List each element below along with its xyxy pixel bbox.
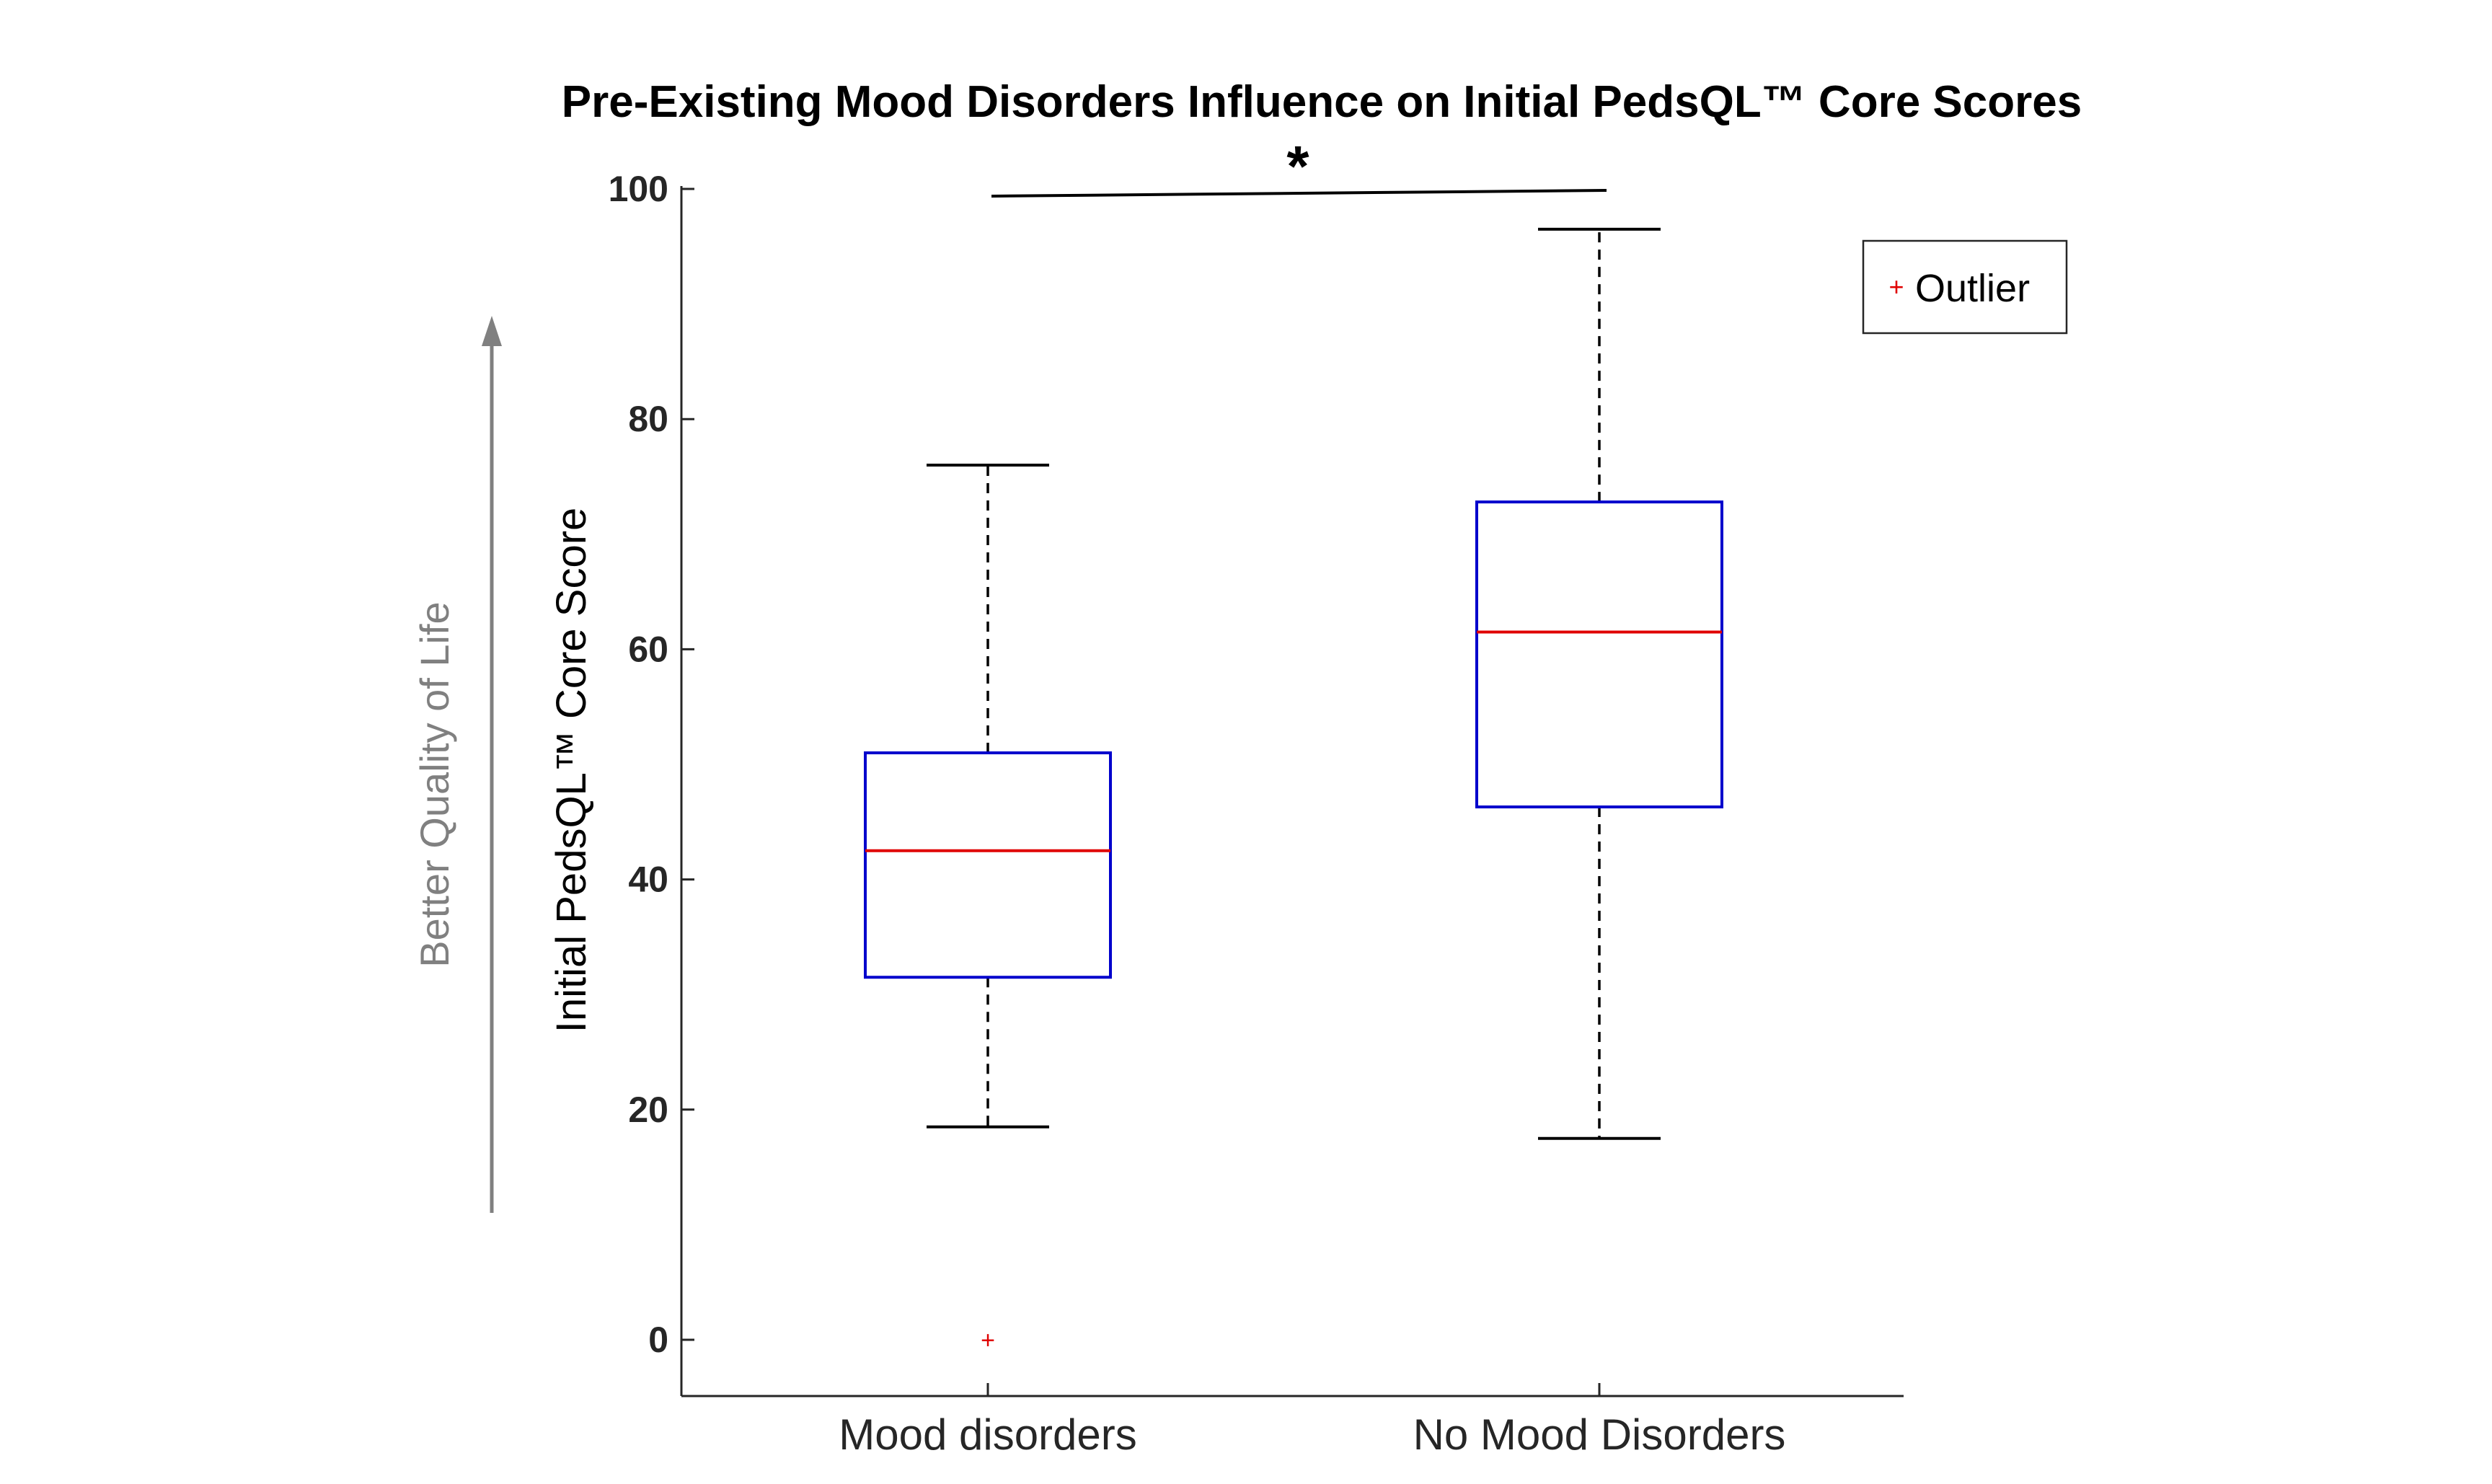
better-quality-arrow bbox=[482, 316, 502, 1213]
arrow-up-icon bbox=[482, 316, 502, 346]
box-group-0: + bbox=[864, 464, 1112, 1354]
x-category-label-0: Mood disorders bbox=[839, 1410, 1137, 1459]
boxes: + bbox=[864, 227, 1723, 1354]
iqr-box bbox=[864, 751, 1112, 979]
y-tick-label-60: 60 bbox=[628, 629, 668, 669]
x-categories: Mood disorders No Mood Disorders bbox=[839, 1383, 1785, 1459]
y-ticks: 0 20 40 60 80 100 bbox=[609, 169, 694, 1360]
iqr-box bbox=[1475, 500, 1723, 809]
legend-box bbox=[1862, 239, 2068, 335]
chart-title: Pre-Existing Mood Disorders Influence on… bbox=[562, 77, 2082, 127]
legend: + Outlier bbox=[1862, 239, 2068, 335]
box-group-1 bbox=[1475, 227, 1723, 1140]
y-tick-label-20: 20 bbox=[628, 1090, 668, 1130]
y-tick-label-80: 80 bbox=[628, 399, 668, 439]
legend-entry-outlier: Outlier bbox=[1915, 267, 2030, 310]
legend-outlier-marker: + bbox=[1888, 272, 1904, 301]
side-annotation-label: Better Quality of Life bbox=[412, 601, 457, 967]
y-tick-label-0: 0 bbox=[648, 1320, 668, 1360]
y-axis-label: Initial PedsQL™ Core Score bbox=[548, 508, 595, 1033]
significance-marker: * bbox=[1286, 134, 1309, 198]
significance-bracket bbox=[991, 189, 1607, 198]
x-category-label-1: No Mood Disorders bbox=[1413, 1410, 1786, 1459]
outlier-point: + bbox=[981, 1327, 995, 1354]
y-tick-label-40: 40 bbox=[628, 860, 668, 900]
y-tick-label-100: 100 bbox=[609, 169, 668, 209]
